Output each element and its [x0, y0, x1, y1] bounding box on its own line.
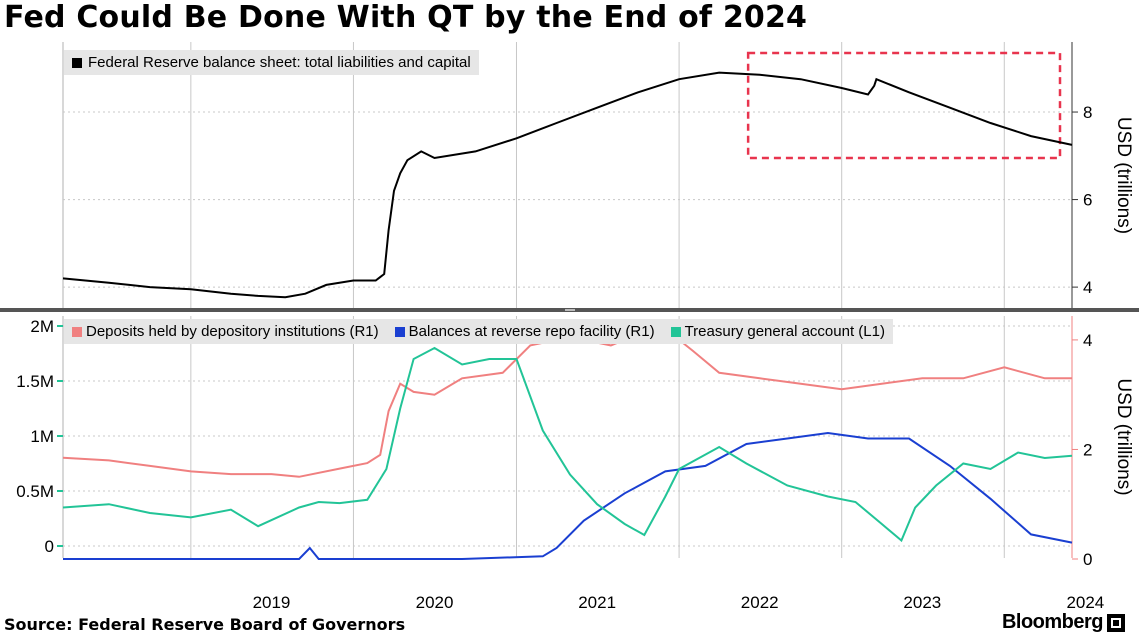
brand-logo: Bloomberg — [1001, 611, 1104, 633]
left-y-tick-label: 2M — [30, 317, 54, 336]
series-line-tga — [62, 346, 1073, 543]
x-tick-label: 2020 — [416, 593, 454, 612]
left-y-tick-label: 0 — [45, 537, 54, 556]
bottom-legend: Deposits held by depository institutions… — [64, 319, 893, 344]
legend-swatch-reverse-repo — [394, 326, 405, 337]
series-line-reverse-repo — [63, 431, 1073, 560]
legend-label-balance: Federal Reserve balance sheet: total lia… — [88, 54, 471, 71]
chart-title: Fed Could Be Done With QT by the End of … — [4, 0, 808, 35]
x-tick-label: 2019 — [253, 593, 291, 612]
legend-label-deposits: Deposits held by depository institutions… — [86, 323, 379, 340]
highlight-box — [746, 51, 1062, 160]
top-y-tick-label: 6 — [1083, 191, 1092, 210]
legend-swatch-tga — [670, 326, 681, 337]
legend-swatch-deposits — [72, 326, 82, 337]
left-y-tick-label: 1.5M — [16, 372, 54, 391]
x-tick-label: 2021 — [578, 593, 616, 612]
top-legend: Federal Reserve balance sheet: total lia… — [64, 50, 479, 75]
top-y-axis-label: USD (trillions) — [1113, 117, 1134, 234]
left-y-tick-label: 0.5M — [16, 482, 54, 501]
right-y-tick-label: 0 — [1083, 550, 1092, 569]
legend-label-tga: Treasury general account (L1) — [684, 323, 885, 340]
legend-swatch-balance — [72, 57, 82, 68]
top-panel-bg — [63, 42, 1072, 309]
right-y-tick-label: 2 — [1083, 440, 1092, 459]
bloomberg-terminal-icon — [1107, 614, 1125, 632]
legend-label-reverse-repo: Balances at reverse repo facility (R1) — [408, 323, 655, 340]
series-line-balance-sheet — [62, 71, 1073, 299]
panel-divider-grip — [565, 309, 575, 311]
bottom-y-axis-label: USD (trillions) — [1113, 378, 1134, 495]
x-tick-label: 2022 — [741, 593, 779, 612]
top-y-tick-label: 8 — [1083, 103, 1092, 122]
right-y-tick-label: 4 — [1083, 331, 1092, 350]
x-tick-label: 2023 — [903, 593, 941, 612]
source-note: Source: Federal Reserve Board of Governo… — [4, 615, 406, 634]
x-tick-label: 2024 — [1066, 593, 1104, 612]
top-y-tick-label: 4 — [1083, 278, 1092, 297]
left-y-tick-label: 1M — [30, 427, 54, 446]
bottom-panel-bg — [63, 316, 1072, 558]
